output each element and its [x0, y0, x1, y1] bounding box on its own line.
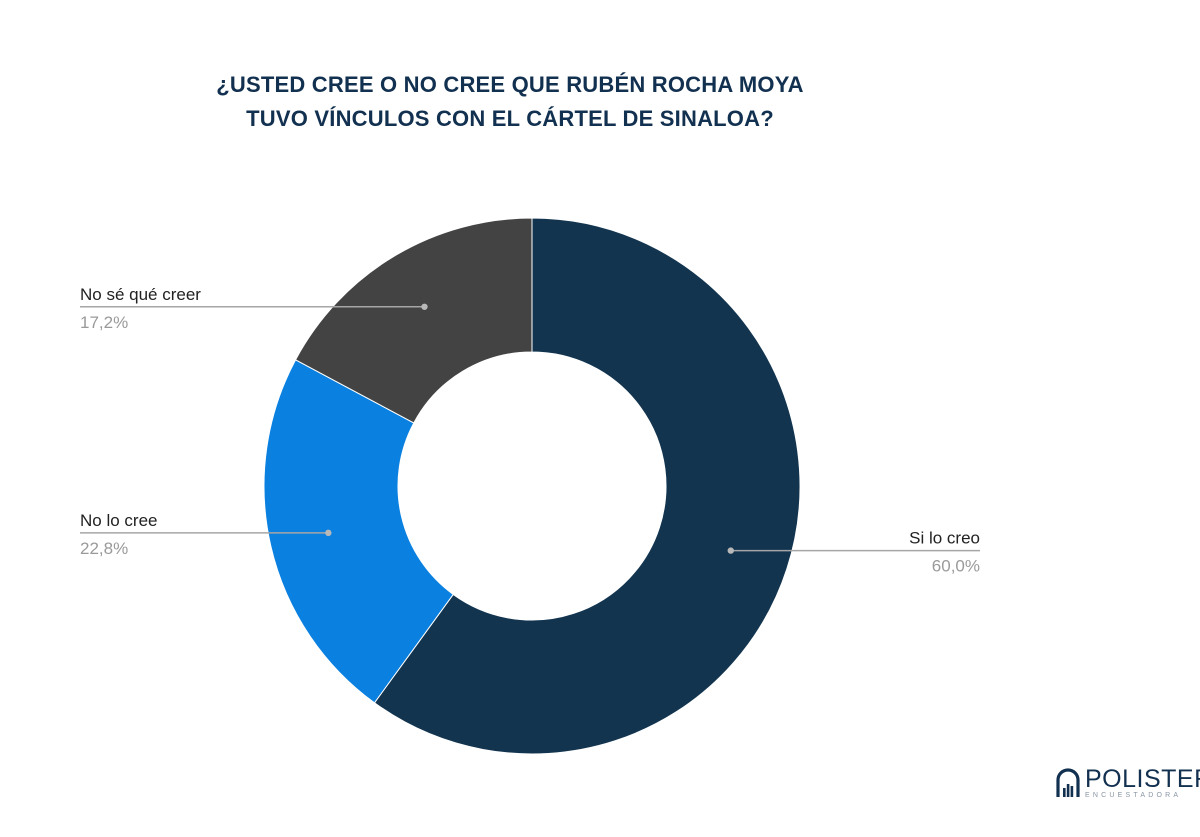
- leader-dot-0: [727, 547, 734, 554]
- slice-2: [294, 217, 533, 424]
- slices-layer: [263, 217, 801, 755]
- leader-dot-2: [421, 303, 428, 310]
- slice-label-2: No sé qué creer: [80, 285, 201, 304]
- slice-label-1: No lo cree: [80, 511, 157, 530]
- slice-value-label-1: 22,8%: [80, 539, 128, 558]
- logo-name: POLISTER: [1085, 765, 1200, 793]
- labels-layer: Si lo creo 60,0% No lo cree 22,8% No sé qué …: [80, 285, 980, 576]
- chart-title-line-1: ¿USTED CREE O NO CREE QUE RUBÉN ROCHA MO…: [216, 72, 804, 97]
- chart-title: ¿USTED CREE O NO CREE QUE RUBÉN ROCHA MO…: [110, 68, 910, 136]
- logo-tagline: ENCUESTADORA: [1085, 792, 1182, 799]
- slice-value-label-2: 17,2%: [80, 313, 128, 332]
- leader-dot-1: [325, 529, 332, 537]
- slice-0: [373, 217, 801, 755]
- slice-1: [263, 359, 454, 704]
- polister-logo: POLISTER ENCUESTADORA: [1055, 765, 1200, 805]
- chart-title-line-2: TUVO VÍNCULOS CON EL CÁRTEL DE SINALOA?: [246, 106, 774, 131]
- slice-label-0: Si lo creo: [909, 529, 980, 548]
- bar-chart-icon: [1056, 768, 1080, 797]
- slice-value-label-0: 60,0%: [932, 557, 980, 576]
